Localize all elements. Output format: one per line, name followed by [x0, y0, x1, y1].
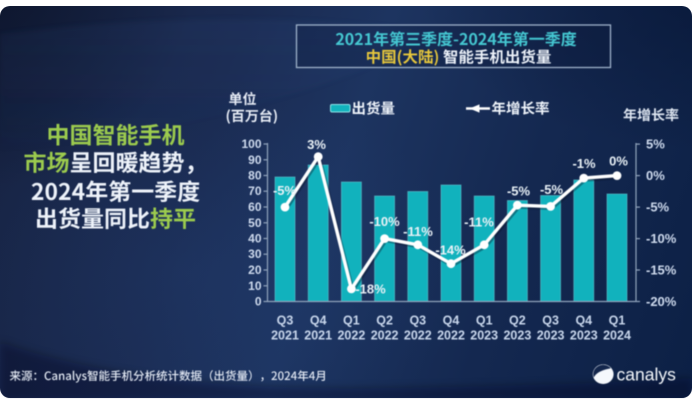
svg-text:2023: 2023: [503, 329, 531, 343]
svg-text:100: 100: [241, 137, 261, 151]
svg-text:Q4: Q4: [443, 314, 460, 328]
svg-text:-15%: -15%: [646, 263, 677, 278]
svg-text:-10%: -10%: [369, 214, 400, 229]
svg-text:-5%: -5%: [273, 183, 297, 198]
svg-text:2022: 2022: [337, 329, 365, 343]
svg-text:canalys: canalys: [617, 365, 677, 385]
svg-text:30: 30: [248, 247, 262, 261]
svg-text:10: 10: [248, 279, 262, 293]
svg-text:60: 60: [248, 200, 262, 214]
svg-text:-5%: -5%: [646, 200, 670, 215]
svg-text:3%: 3%: [307, 137, 326, 152]
svg-text:90: 90: [248, 153, 262, 167]
svg-text:0%: 0%: [609, 154, 628, 169]
svg-text:-11%: -11%: [464, 215, 494, 230]
svg-text:Q1: Q1: [476, 314, 493, 328]
svg-text:80: 80: [248, 169, 262, 183]
svg-text:70: 70: [248, 184, 262, 198]
svg-text:-11%: -11%: [403, 224, 433, 239]
svg-text:Q1: Q1: [609, 314, 626, 328]
svg-text:0: 0: [255, 295, 262, 309]
svg-text:5%: 5%: [646, 137, 665, 152]
svg-text:Q3: Q3: [277, 314, 294, 328]
svg-text:Q2: Q2: [376, 314, 393, 328]
svg-text:2022: 2022: [437, 329, 465, 343]
svg-text:0%: 0%: [646, 168, 665, 183]
svg-text:2021: 2021: [304, 329, 332, 343]
svg-text:Q1: Q1: [343, 314, 360, 328]
svg-text:40: 40: [248, 232, 262, 246]
svg-text:2023: 2023: [537, 329, 565, 343]
svg-text:-18%: -18%: [355, 282, 386, 297]
svg-text:2022: 2022: [404, 329, 432, 343]
svg-text:2021: 2021: [271, 329, 299, 343]
svg-text:Q2: Q2: [509, 314, 526, 328]
svg-text:2023: 2023: [470, 329, 498, 343]
svg-text:20: 20: [248, 263, 262, 277]
svg-text:2024: 2024: [603, 329, 631, 343]
svg-text:-1%: -1%: [572, 156, 596, 171]
svg-text:Q4: Q4: [310, 314, 327, 328]
svg-text:-10%: -10%: [646, 231, 677, 246]
svg-text:Q4: Q4: [575, 314, 592, 328]
svg-text:Q3: Q3: [409, 314, 426, 328]
svg-text:50: 50: [248, 216, 262, 230]
svg-text:Q3: Q3: [542, 314, 559, 328]
svg-text:-5%: -5%: [540, 182, 564, 197]
svg-text:2022: 2022: [371, 329, 399, 343]
svg-text:-20%: -20%: [646, 294, 677, 309]
svg-text:-5%: -5%: [507, 184, 531, 199]
svg-text:-14%: -14%: [435, 243, 466, 258]
svg-text:2023: 2023: [570, 329, 598, 343]
